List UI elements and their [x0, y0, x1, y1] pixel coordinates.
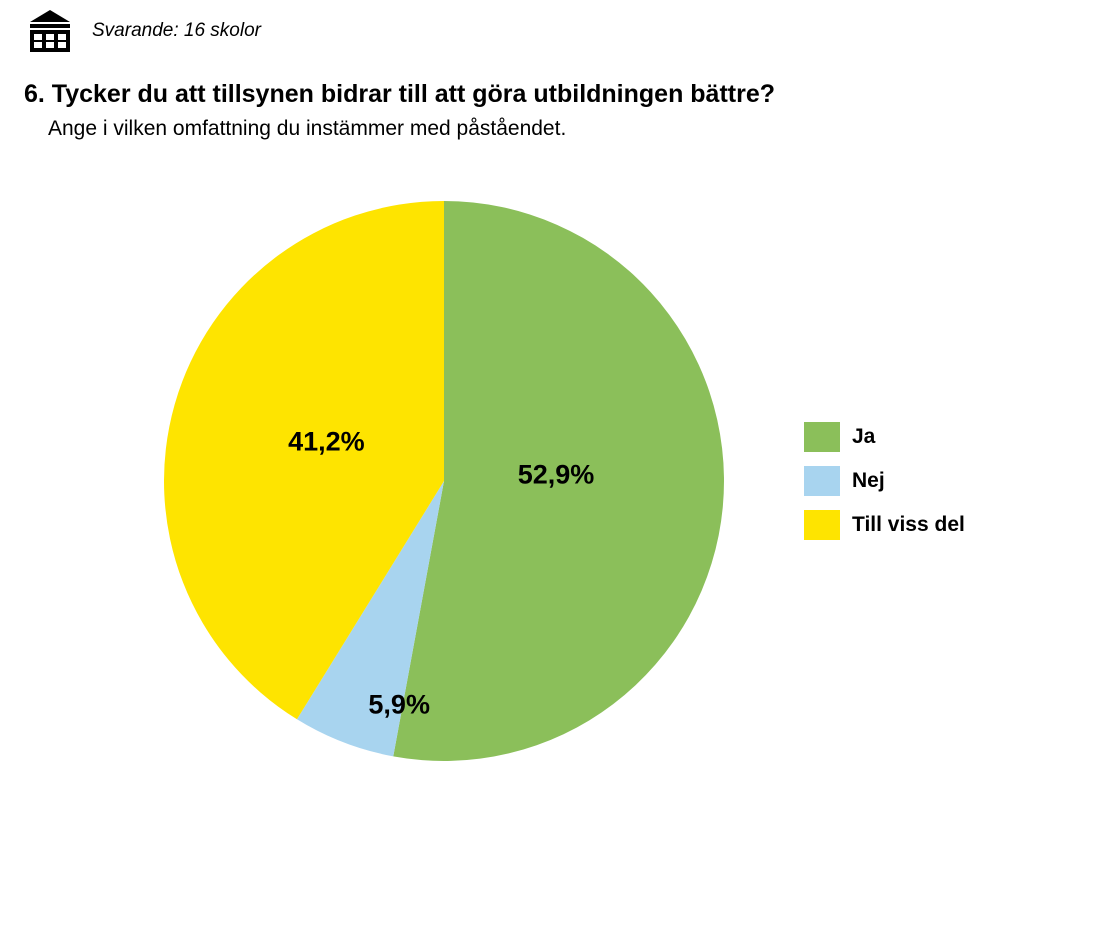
legend-label: Ja [852, 425, 875, 449]
legend-label: Till viss del [852, 513, 965, 537]
school-icon [24, 10, 76, 52]
legend-item: Till viss del [804, 510, 965, 540]
legend-swatch [804, 510, 840, 540]
question-block: 6. Tycker du att tillsynen bidrar till a… [24, 80, 1078, 141]
pie-slice-label: 52,9% [518, 460, 595, 491]
header-row: Svarande: 16 skolor [24, 10, 1078, 52]
legend: Ja Nej Till viss del [804, 422, 965, 540]
respondent-count: Svarande: 16 skolor [92, 20, 261, 42]
legend-swatch [804, 422, 840, 452]
pie-slice-label: 41,2% [288, 426, 365, 457]
pie-slice-label: 5,9% [368, 690, 430, 721]
pie-chart: 52,9% 5,9% 41,2% [164, 201, 724, 761]
chart-area: 52,9% 5,9% 41,2% Ja Nej Till viss del [24, 201, 1078, 761]
question-title: 6. Tycker du att tillsynen bidrar till a… [24, 80, 1078, 109]
legend-item: Ja [804, 422, 965, 452]
legend-swatch [804, 466, 840, 496]
legend-item: Nej [804, 466, 965, 496]
question-subtitle: Ange i vilken omfattning du instämmer me… [48, 117, 1078, 141]
legend-label: Nej [852, 469, 885, 493]
